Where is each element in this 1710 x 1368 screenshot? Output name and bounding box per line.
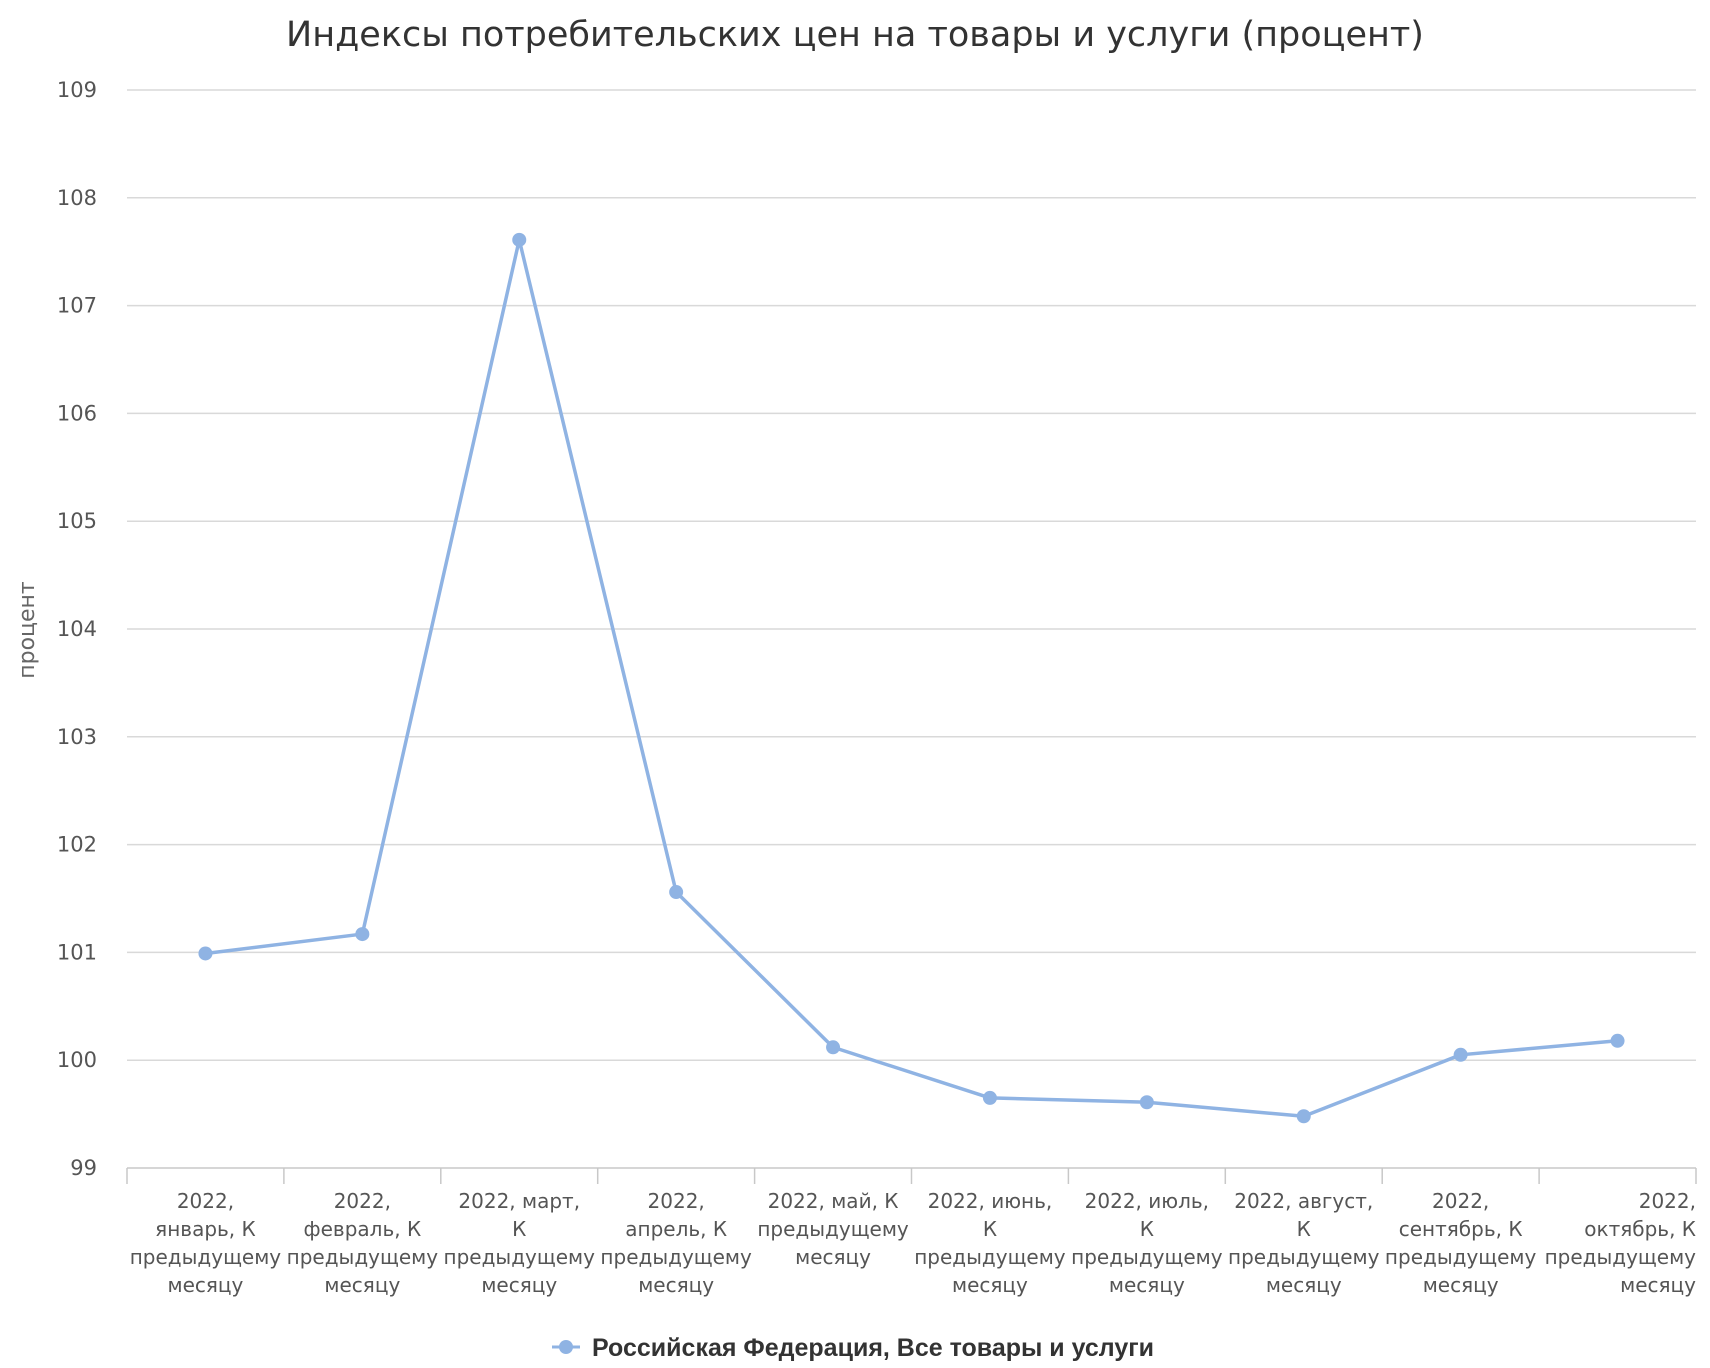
data-point [512,232,527,247]
x-tick-label-line: месяцу [1620,1273,1696,1297]
x-tick-label-line: месяцу [1109,1273,1185,1297]
data-point [355,927,370,942]
series-line [203,238,1620,1119]
chart-title: Индексы потребительских цен на товары и … [286,15,1424,55]
x-tick-label-line: предыдущему [600,1245,752,1269]
x-tick-label-line: 2022, [1639,1189,1696,1213]
x-tick-label-line: предыдущему [287,1245,439,1269]
x-tick-label-line: месяцу [324,1273,400,1297]
y-tick-label: 109 [57,78,97,102]
x-tick-label-line: К [983,1217,997,1241]
x-tick-label: 2022, октябрь, К предыдущему месяцу [1545,1189,1697,1297]
data-point [982,1090,997,1105]
y-tick-label: 103 [57,725,97,749]
data-point [1453,1047,1468,1062]
x-tick-label-line: предыдущему [757,1217,909,1241]
x-tick-label-line: 2022, июль, [1085,1189,1209,1213]
x-tick-label-line: предыдущему [444,1245,596,1269]
x-tick-label-line: месяцу [168,1273,244,1297]
y-tick-label: 102 [57,833,97,857]
x-tick-label: 2022, апрель, К предыдущему месяцу [600,1189,752,1297]
y-tick-label: 107 [57,294,97,318]
legend[interactable]: Российская Федерация, Все товары и услуг… [552,1334,1154,1362]
x-tick-label-line: февраль, К [304,1217,422,1241]
x-tick-label-line: 2022, [648,1189,705,1213]
x-tick-label: 2022, февраль, К предыдущему месяцу [287,1189,439,1297]
x-tick-label-line: 2022, март, [458,1189,580,1213]
data-point [198,946,213,961]
y-tick-label: 100 [57,1048,97,1072]
y-tick-label: 106 [57,401,97,425]
y-tick-label: 108 [57,186,97,210]
x-tick-label-line: 2022, [334,1189,391,1213]
x-tick-label-line: месяцу [481,1273,557,1297]
x-tick-label-line: месяцу [795,1245,871,1269]
legend-dot-marker [559,1340,573,1354]
x-tick-label: 2022, май, К предыдущему месяцу [757,1189,909,1269]
y-tick-label: 105 [57,509,97,533]
x-tick-label-line: К [1140,1217,1154,1241]
x-tick-label-line: 2022, июнь, [928,1189,1053,1213]
data-point [669,885,684,900]
y-tick-label: 99 [70,1156,97,1180]
x-tick-label-line: К [1297,1217,1311,1241]
x-tick-label-line: К [512,1217,526,1241]
x-axis [126,1167,1697,1184]
x-tick-label: 2022, сентябрь, К предыдущему месяцу [1385,1189,1537,1297]
x-tick-label-line: 2022, август, [1234,1189,1373,1213]
data-point [1139,1095,1154,1110]
series-layer [198,232,1625,1124]
x-tick-label-line: сентябрь, К [1399,1217,1523,1241]
data-point [1296,1109,1311,1124]
y-tick-label: 104 [57,617,97,641]
x-tick-label-line: месяцу [952,1273,1028,1297]
x-tick-label-line: предыдущему [130,1245,282,1269]
legend-label[interactable]: Российская Федерация, Все товары и услуг… [592,1334,1154,1362]
x-tick-label-line: предыдущему [914,1245,1066,1269]
y-axis-label: процент [15,581,40,679]
grid-lines [127,89,1696,1061]
x-tick-label-line: 2022, [1432,1189,1489,1213]
x-tick-label-line: предыдущему [1071,1245,1223,1269]
y-axis-ticks: 99 100 101 102 103 104 105 106 107 108 109 [57,78,97,1180]
x-tick-label-line: месяцу [638,1273,714,1297]
x-tick-label-line: предыдущему [1385,1245,1537,1269]
y-tick-label: 101 [57,940,97,964]
x-tick-label-line: апрель, К [625,1217,727,1241]
x-tick-label-line: предыдущему [1228,1245,1380,1269]
x-axis-tick-labels: 2022, январь, К предыдущему месяцу 2022, февр… [130,1189,1696,1297]
x-tick-label: 2022, январь, К предыдущему месяцу [130,1189,282,1297]
x-tick-label-line: 2022, май, К [768,1189,899,1213]
x-tick-label-line: январь, К [155,1217,256,1241]
x-tick-label-line: 2022, [177,1189,234,1213]
x-tick-label-line: месяцу [1266,1273,1342,1297]
x-tick-label-line: предыдущему [1545,1245,1697,1269]
data-point [1610,1033,1625,1048]
x-tick-label-line: октябрь, К [1584,1217,1696,1241]
x-tick-label-line: месяцу [1423,1273,1499,1297]
data-point [826,1040,841,1055]
